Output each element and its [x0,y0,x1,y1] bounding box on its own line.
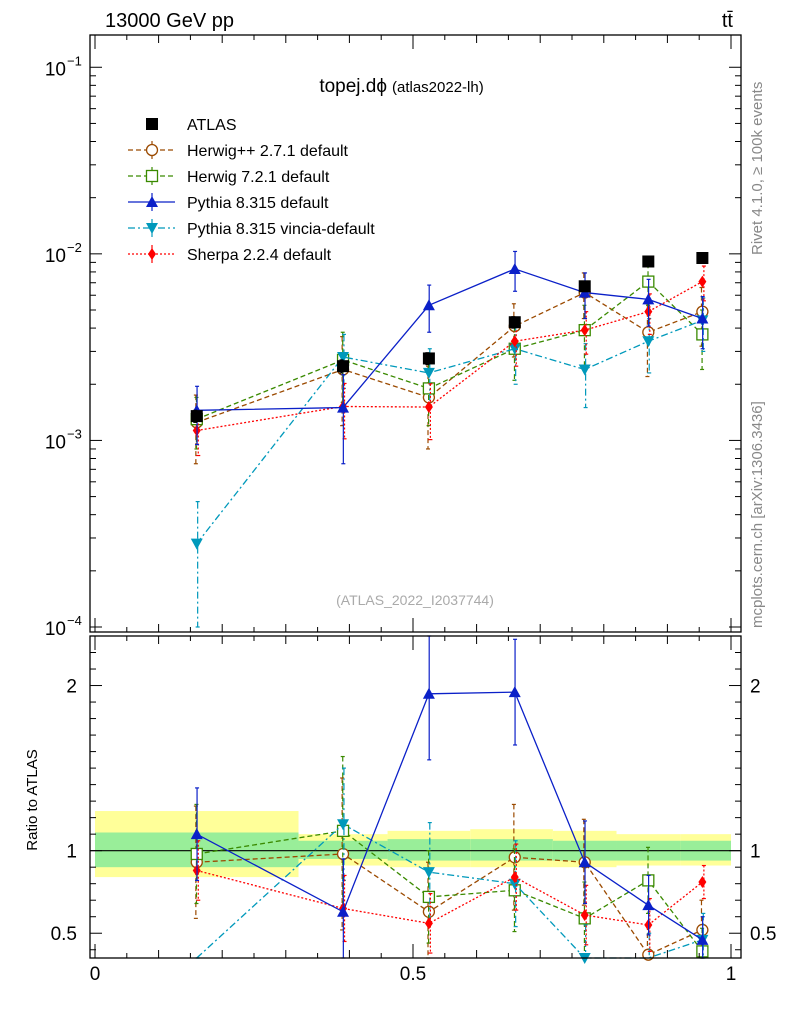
plot-title: topej.dϕ [319,76,387,97]
data-point-atlas [191,410,203,422]
legend-marker-herwig-2-7-1-default [147,145,158,156]
main-y-tick-label-exponent: −1 [67,53,82,68]
rivet-version-label: Rivet 4.1.0, ≥ 100k events [749,82,766,255]
analysis-watermark: (ATLAS_2022_I2037744) [336,592,494,608]
main-y-tick-label: 10 [45,432,66,453]
legend-label-pythia-8-315-vincia-default: Pythia 8.315 vincia-default [187,221,375,238]
legend-marker-atlas [146,118,158,130]
x-tick-label: 0.5 [400,964,426,985]
x-tick-label: 0 [90,964,101,985]
legend-marker-herwig-7-2-1-default [147,171,158,182]
data-point-atlas [423,352,435,364]
energy-label: 13000 GeV pp [105,10,234,32]
main-y-tick-label: 10 [45,59,66,80]
main-y-tick-label: 10 [45,619,66,640]
process-label: tt̄ [722,10,734,32]
ratio-y-tick-label: 2 [66,677,77,698]
ratio-plot-figure: 13000 GeV pp tt̄ Rivet 4.1.0, ≥ 100k eve… [0,0,786,1024]
ratio-y-axis-label: Ratio to ATLAS [24,749,41,850]
main-y-tick-label-exponent: −3 [67,426,82,441]
main-panel: 10−110−210−310−4 topej.dϕ (atlas2022-lh)… [45,35,741,640]
main-y-tick-label-exponent: −2 [67,240,82,255]
ratio-panel: 2 2 1 1 0.5 0.5 Ratio to ATLAS [24,636,776,964]
legend-label-herwig-7-2-1-default: Herwig 7.2.1 default [187,169,330,186]
ratio-y-tick-label-right: 0.5 [750,924,776,945]
legend-label-atlas: ATLAS [187,117,237,134]
ratio-y-tick-label: 1 [66,842,77,863]
ratio-y-tick-label: 0.5 [51,924,77,945]
data-point-atlas [509,316,521,328]
main-y-tick-label: 10 [45,246,66,267]
data-point-atlas [337,360,349,372]
ratio-y-tick-label-right: 1 [750,842,761,863]
data-point-atlas [579,280,591,292]
plot-subtitle: (atlas2022-lh) [392,79,484,96]
mcplots-label: mcplots.cern.ch [arXiv:1306.3436] [749,401,766,628]
legend-label-sherpa-2-2-4-default: Sherpa 2.2.4 default [187,247,332,264]
ratio-y-tick-label-right: 2 [750,677,761,698]
data-point-herwig-2-7-1-default [643,327,654,338]
x-tick-label: 1 [726,964,737,985]
legend-label-pythia-8-315-default: Pythia 8.315 default [187,195,329,212]
legend-label-herwig-2-7-1-default: Herwig++ 2.7.1 default [187,143,349,160]
main-y-tick-label-exponent: −4 [67,613,82,628]
data-point-herwig-7-2-1-default [423,383,434,394]
data-point-atlas [642,255,654,267]
data-point-atlas [696,252,708,264]
ratio-band-green [388,839,471,860]
